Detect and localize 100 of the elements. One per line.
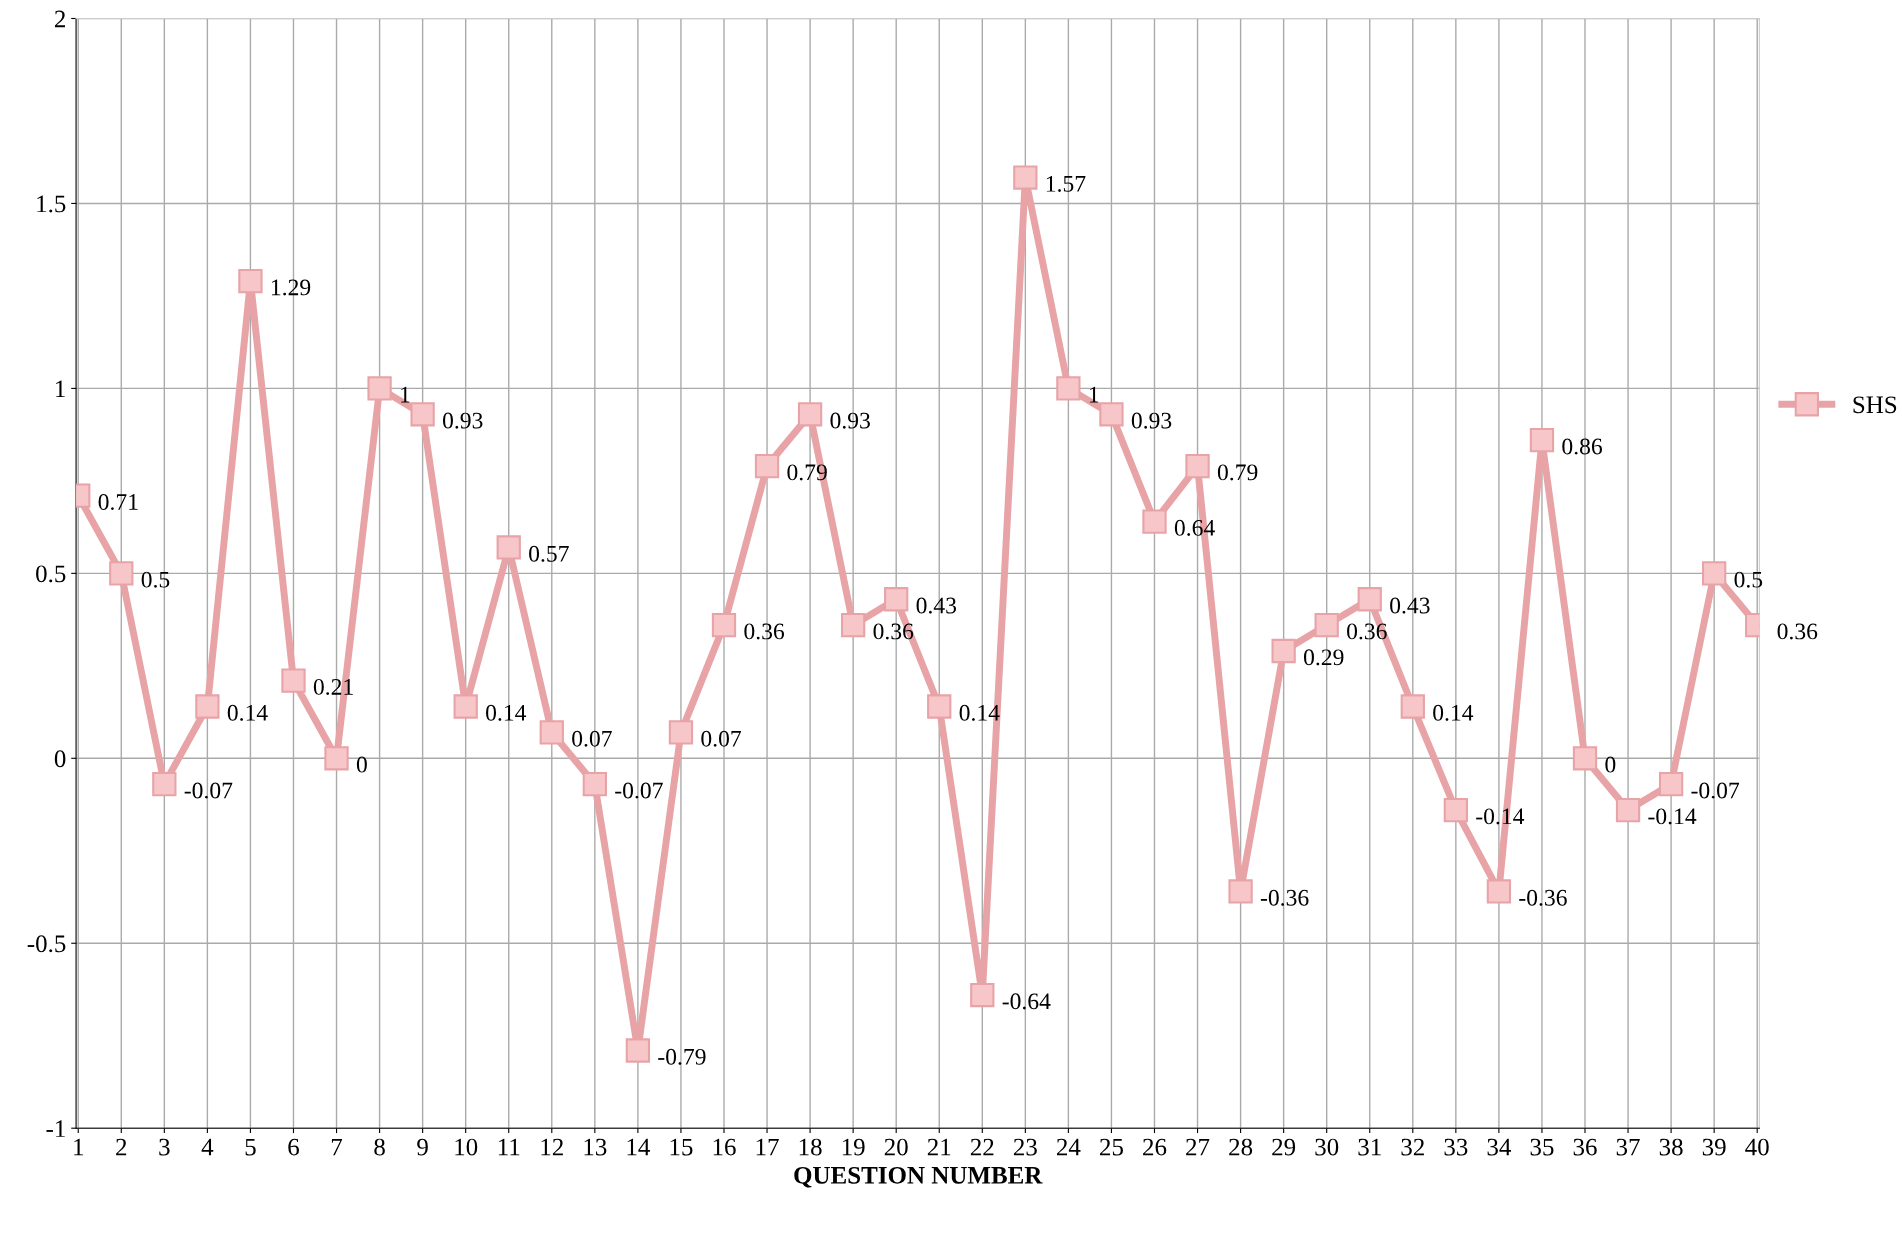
legend-label: SHS — [1853, 396, 1897, 414]
point — [152, 772, 177, 797]
data-label: 1.29 — [271, 279, 311, 296]
data-label: 0.36 — [1347, 623, 1387, 640]
x-tick-label: 11 — [498, 1138, 520, 1156]
data-label: 0.86 — [1562, 438, 1602, 455]
point — [539, 720, 564, 745]
point — [582, 772, 607, 797]
x-axis-title: QUESTION NUMBER — [794, 1166, 1043, 1188]
point — [1314, 612, 1339, 638]
x-tick-label: 20 — [884, 1138, 908, 1156]
x-tick-label: 29 — [1272, 1138, 1296, 1156]
data-label: -0.14 — [1648, 808, 1697, 825]
data-label: 0.93 — [1131, 412, 1172, 429]
data-label: 0.93 — [442, 412, 483, 429]
x-tick-label: 13 — [584, 1138, 607, 1156]
x-tick-label: 36 — [1573, 1138, 1597, 1156]
point — [1486, 879, 1512, 904]
x-tick-label: 35 — [1530, 1138, 1554, 1156]
point — [970, 982, 995, 1008]
x-tick-label: 40 — [1745, 1138, 1769, 1156]
point — [453, 694, 478, 719]
x-tick-label: 32 — [1401, 1138, 1424, 1156]
point — [1271, 638, 1296, 664]
x-tick-label: 26 — [1143, 1138, 1167, 1156]
x-tick-label: 19 — [842, 1138, 865, 1156]
point — [927, 694, 952, 719]
point — [668, 720, 694, 745]
x-tick-label: 6 — [288, 1138, 299, 1156]
data-label: -0.07 — [1691, 782, 1740, 799]
x-tick-label: 38 — [1659, 1138, 1683, 1156]
data-label: 1 — [1089, 386, 1099, 403]
x-tick-label: 4 — [201, 1138, 214, 1156]
y-tick-label: 1.5 — [37, 195, 66, 213]
y-tick-label: 0 — [54, 750, 66, 768]
x-tick-label: 34 — [1487, 1138, 1511, 1156]
x-tick-label: 8 — [374, 1138, 385, 1156]
point — [1443, 797, 1468, 823]
data-label: 0.71 — [98, 493, 138, 511]
point — [1702, 561, 1727, 586]
x-tick-label: 18 — [799, 1138, 822, 1156]
x-tick-label: 22 — [970, 1138, 994, 1156]
y-tick-label: -1 — [46, 1120, 65, 1137]
point — [496, 535, 521, 560]
x-tick-label: 1 — [74, 1138, 83, 1156]
point — [797, 402, 823, 427]
x-tick-label: 37 — [1616, 1138, 1640, 1156]
point — [109, 561, 134, 586]
point — [884, 587, 909, 612]
point — [1056, 376, 1081, 401]
x-tick-label: 16 — [713, 1138, 736, 1156]
point — [754, 453, 780, 479]
y-tick-label: 1 — [56, 380, 65, 398]
x-tick-label: 25 — [1100, 1138, 1123, 1156]
data-label: 0.14 — [959, 704, 1000, 721]
y-tick-label: 0.5 — [36, 565, 66, 583]
data-label: 0.29 — [1303, 649, 1344, 666]
data-label: 0 — [356, 756, 367, 773]
data-label: 0.36 — [873, 623, 914, 640]
data-label: 0.14 — [486, 704, 527, 721]
x-tick-label: 39 — [1702, 1138, 1726, 1156]
data-label: 0.5 — [141, 571, 170, 588]
point — [1013, 165, 1038, 190]
point — [238, 268, 263, 294]
point — [410, 402, 435, 427]
y-tick-label: -0.5 — [27, 935, 66, 953]
data-label: 0.14 — [1433, 704, 1474, 721]
data-label: 0.43 — [916, 597, 957, 614]
data-label: -0.36 — [1519, 889, 1567, 906]
data-label: -0.07 — [615, 782, 663, 799]
x-tick-label: 24 — [1056, 1138, 1081, 1156]
data-label: 1.57 — [1046, 175, 1086, 192]
data-label: -0.79 — [658, 1048, 706, 1065]
data-label: 0.36 — [744, 623, 785, 640]
data-label: 0.79 — [1217, 464, 1258, 481]
x-tick-label: 30 — [1315, 1138, 1339, 1156]
data-label: -0.36 — [1260, 889, 1309, 906]
y-tick-label: 2 — [54, 10, 65, 28]
x-tick-label: 10 — [455, 1138, 478, 1156]
data-label: 0.07 — [701, 730, 742, 747]
x-tick-label: 21 — [927, 1138, 951, 1156]
x-tick-label: 12 — [541, 1138, 563, 1156]
point — [1400, 694, 1425, 719]
data-label: 0.79 — [787, 464, 827, 481]
data-label: 0.64 — [1174, 519, 1215, 536]
point — [1529, 428, 1555, 453]
data-label: 0 — [1605, 756, 1616, 773]
point — [711, 612, 737, 638]
data-label: -0.14 — [1476, 808, 1525, 825]
x-tick-label: 23 — [1013, 1138, 1037, 1156]
x-tick-label: 33 — [1444, 1138, 1468, 1156]
data-label: 0.07 — [572, 730, 612, 747]
point — [281, 668, 306, 693]
data-label: 0.93 — [830, 412, 870, 429]
x-tick-label: 5 — [245, 1138, 256, 1156]
x-tick-label: 15 — [670, 1138, 693, 1156]
x-tick-label: 27 — [1186, 1138, 1210, 1156]
point — [1572, 746, 1598, 771]
data-label: 0.36 — [1777, 623, 1818, 640]
x-tick-label: 17 — [756, 1138, 779, 1156]
